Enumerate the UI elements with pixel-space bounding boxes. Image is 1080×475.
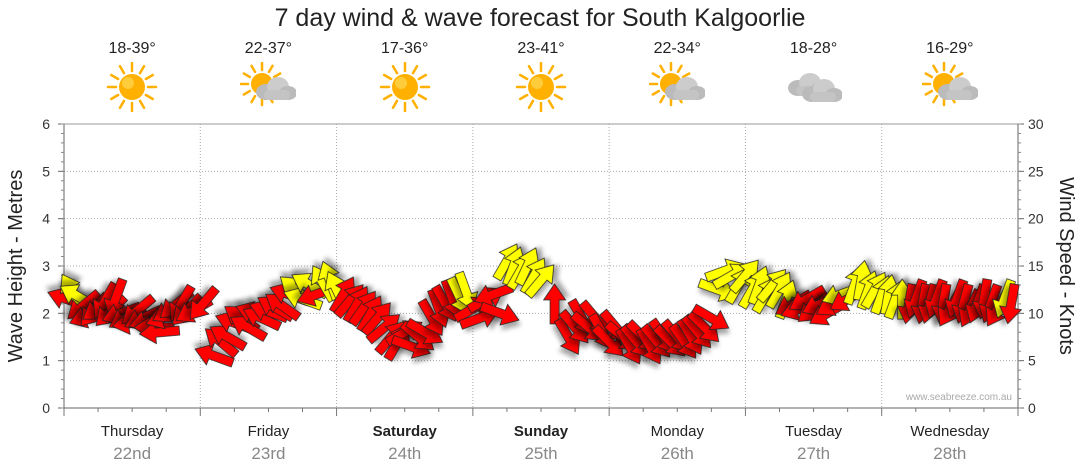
wind-arrow [194, 343, 235, 368]
day-name-label: Tuesday [785, 423, 842, 440]
day-name-label: Saturday [373, 423, 438, 440]
wind-arrow [230, 315, 269, 342]
wind-arrow [454, 270, 479, 312]
temperature-range: 22-37° [244, 40, 293, 57]
right-tick-label: 5 [1028, 353, 1036, 369]
sun-icon [486, 61, 596, 117]
temperature-range: 22-34° [653, 40, 701, 57]
day-forecast: 22-34° [622, 40, 732, 117]
wind-arrow [479, 301, 520, 326]
day-date-label: 28th [933, 444, 966, 463]
day-name-label: Thursday [101, 423, 164, 440]
right-tick-label: 25 [1028, 163, 1044, 179]
chart-title: 7 day wind & wave forecast for South Kal… [274, 4, 806, 32]
watermark-text: www.seabreeze.com.au [905, 392, 1012, 403]
day-forecast: 16-29° [895, 40, 1005, 117]
temperature-range: 18-28° [789, 40, 838, 57]
wind-arrow [728, 259, 759, 295]
day-forecast: 17-36° [350, 40, 460, 117]
day-date-label: 26th [661, 444, 694, 463]
day-forecast: 23-41° [486, 40, 596, 117]
day-date-label: 24th [388, 444, 421, 463]
left-tick-label: 0 [42, 400, 50, 416]
temperature-range: 17-36° [381, 40, 429, 57]
wind-arrow [998, 282, 1023, 325]
temperature-range: 16-29° [926, 40, 974, 57]
sun-icon [77, 61, 187, 117]
left-tick-label: 3 [42, 258, 50, 274]
right-tick-label: 20 [1028, 211, 1044, 227]
right-tick-label: 0 [1028, 400, 1036, 416]
wind-arrow [591, 323, 624, 357]
right-tick-label: 15 [1028, 258, 1044, 274]
right-tick-label: 30 [1028, 116, 1044, 132]
left-tick-label: 4 [42, 211, 50, 227]
cloud-icon [759, 62, 869, 117]
right-tick-label: 10 [1028, 305, 1044, 321]
day-date-label: 27th [797, 444, 830, 463]
wind-arrow [691, 303, 730, 331]
left-tick-label: 2 [42, 305, 50, 321]
day-forecast: 18-28° [759, 40, 869, 117]
wind-arrow [189, 285, 220, 320]
wind-arrow [138, 320, 181, 345]
left-tick-label: 1 [42, 353, 50, 369]
right-axis-title: Wind Speed - Knots [1055, 177, 1077, 355]
day-name-label: Friday [248, 423, 290, 440]
wind-arrow [103, 277, 128, 318]
sun-cloud-icon [622, 61, 732, 117]
temperature-range: 18-39° [108, 40, 156, 57]
sun-icon [350, 61, 460, 117]
wind-arrow [524, 264, 555, 299]
day-name-label: Monday [651, 423, 705, 440]
sun-cloud-icon [213, 61, 323, 117]
temperature-range: 23-41° [517, 40, 565, 57]
sun-cloud-icon [895, 61, 1005, 117]
day-date-label: 25th [524, 444, 557, 463]
wind-arrow [209, 325, 248, 352]
day-name-label: Wednesday [910, 423, 989, 440]
daily-forecast-row: 18-39° 22-37° 17-36° 23-41° 22-34° [0, 0, 1080, 130]
left-axis-title: Wave Height - Metres [5, 170, 27, 363]
day-forecast: 18-39° [77, 40, 187, 117]
day-name-label: Sunday [514, 423, 569, 440]
day-date-label: 22nd [113, 444, 151, 463]
left-tick-label: 5 [42, 163, 50, 179]
left-tick-label: 6 [42, 116, 50, 132]
day-forecast: 22-37° [213, 40, 323, 117]
day-date-label: 23rd [251, 444, 285, 463]
